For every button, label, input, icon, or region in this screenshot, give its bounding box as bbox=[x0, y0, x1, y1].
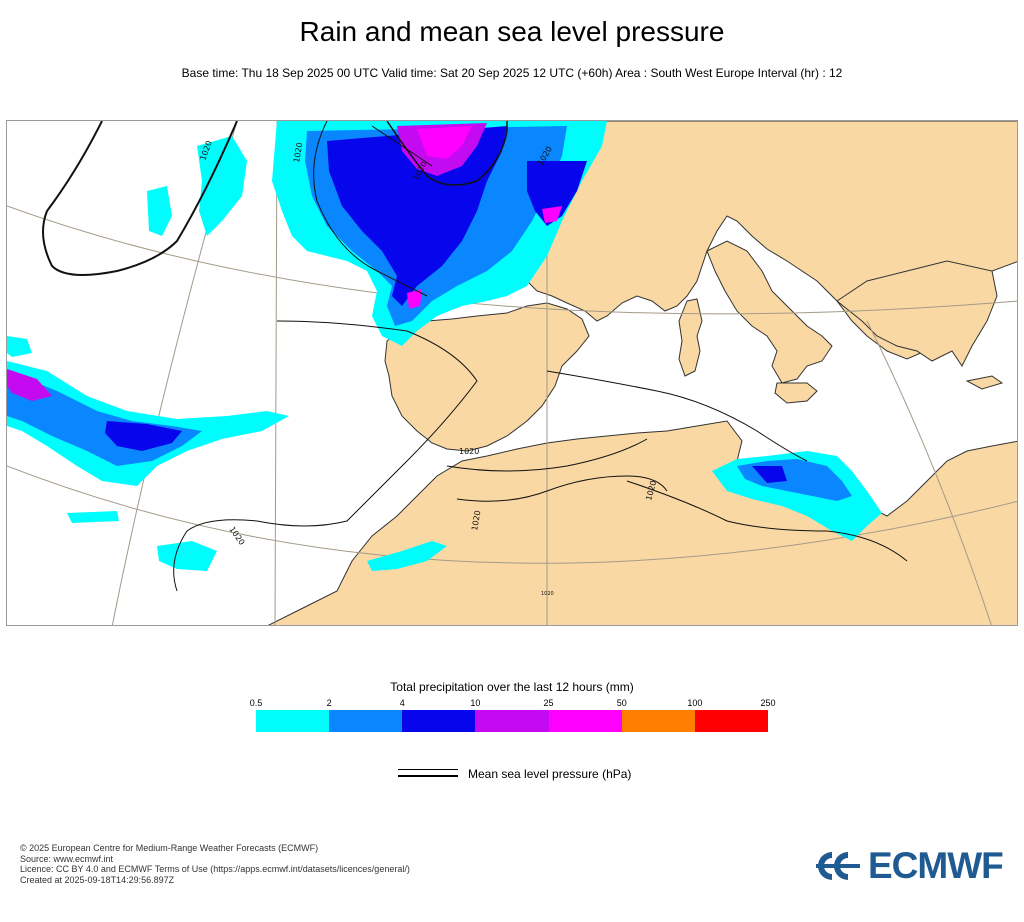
precipitation-color-bar bbox=[256, 710, 768, 732]
precip-atlantic-veryheavy bbox=[7, 369, 52, 401]
land-crete bbox=[965, 375, 1004, 390]
land-corsica-sardinia bbox=[678, 298, 703, 377]
footer-licence[interactable]: Licence: CC BY 4.0 and ECMWF Terms of Us… bbox=[20, 864, 410, 874]
legend-tick-label: 100 bbox=[687, 698, 703, 708]
land-north-africa bbox=[267, 420, 1017, 625]
isobar-label: 1020 bbox=[227, 525, 246, 547]
legend-tick-label: 4 bbox=[399, 698, 405, 708]
land-layer bbox=[267, 121, 1017, 625]
legend-color-segment bbox=[621, 710, 695, 732]
legend-color-segment bbox=[475, 710, 549, 732]
map-panel[interactable]: 1020 1020 1020 1020 1020 1020 1020 1020 … bbox=[6, 120, 1018, 626]
land-balkans bbox=[836, 260, 998, 367]
ecmwf-logo-icon bbox=[816, 852, 860, 880]
footer-copyright: © 2025 European Centre for Medium-Range … bbox=[20, 843, 319, 853]
page-title: Rain and mean sea level pressure bbox=[299, 16, 725, 47]
isobar-label: 1020 bbox=[459, 447, 479, 456]
precip-west-light bbox=[147, 186, 172, 236]
page-subtitle: Base time: Thu 18 Sep 2025 00 UTC Valid … bbox=[181, 66, 843, 80]
legend-tick-label: 250 bbox=[760, 698, 776, 708]
legend-tick-label: 10 bbox=[470, 698, 481, 708]
legend-tick-label: 2 bbox=[326, 698, 332, 708]
isobar-label: 1020 bbox=[541, 591, 554, 597]
pressure-line-icon bbox=[398, 769, 458, 781]
ecmwf-logo-text: ECMWF bbox=[868, 845, 1004, 886]
pressure-key-label: Mean sea level pressure (hPa) bbox=[468, 767, 632, 781]
legend-title: Total precipitation over the last 12 hou… bbox=[390, 680, 634, 694]
legend-tick-label: 25 bbox=[543, 698, 554, 708]
precip-northwest-light bbox=[197, 136, 247, 236]
precip-north-heavy bbox=[327, 126, 507, 306]
precip-canaries-light bbox=[157, 541, 217, 571]
legend-tick-label: 50 bbox=[616, 698, 627, 708]
footer-credits: © 2025 European Centre for Medium-Range … bbox=[20, 843, 410, 885]
legend-color-segment bbox=[402, 710, 476, 732]
land-italy bbox=[706, 240, 833, 384]
precip-atlantic-heavy bbox=[105, 421, 182, 451]
precip-morocco-light bbox=[367, 541, 447, 571]
legend-color-segment bbox=[694, 710, 768, 732]
precip-algeria-heavy bbox=[752, 466, 787, 483]
land-iberia bbox=[384, 302, 590, 452]
precipitation-layer bbox=[7, 121, 882, 571]
precip-biscay-extreme bbox=[542, 206, 562, 223]
precip-west-edge bbox=[7, 336, 32, 357]
precip-biscay-heavy bbox=[527, 161, 587, 226]
isobar-label: 1020 bbox=[292, 142, 304, 164]
land-sicily bbox=[774, 382, 818, 404]
ecmwf-logo[interactable]: ECMWF bbox=[814, 845, 1006, 886]
precip-north-extreme bbox=[417, 126, 472, 159]
precip-galicia-extreme bbox=[407, 289, 422, 309]
isobar-layer bbox=[42, 121, 908, 592]
pressure-key: Mean sea level pressure (hPa) bbox=[398, 764, 698, 784]
legend-tick-label: 0.5 bbox=[249, 698, 263, 708]
precip-atlantic-patch bbox=[67, 511, 119, 523]
map-svg: 1020 1020 1020 1020 1020 1020 1020 1020 … bbox=[7, 121, 1017, 625]
legend-color-segment bbox=[256, 710, 330, 732]
footer-source[interactable]: Source: www.ecmwf.int bbox=[20, 853, 114, 864]
legend-color-segment bbox=[329, 710, 403, 732]
legend-color-segment bbox=[548, 710, 622, 732]
isobar-label: 1020 bbox=[470, 510, 482, 532]
footer-created: Created at 2025-09-18T14:29:56.897Z bbox=[20, 874, 175, 885]
